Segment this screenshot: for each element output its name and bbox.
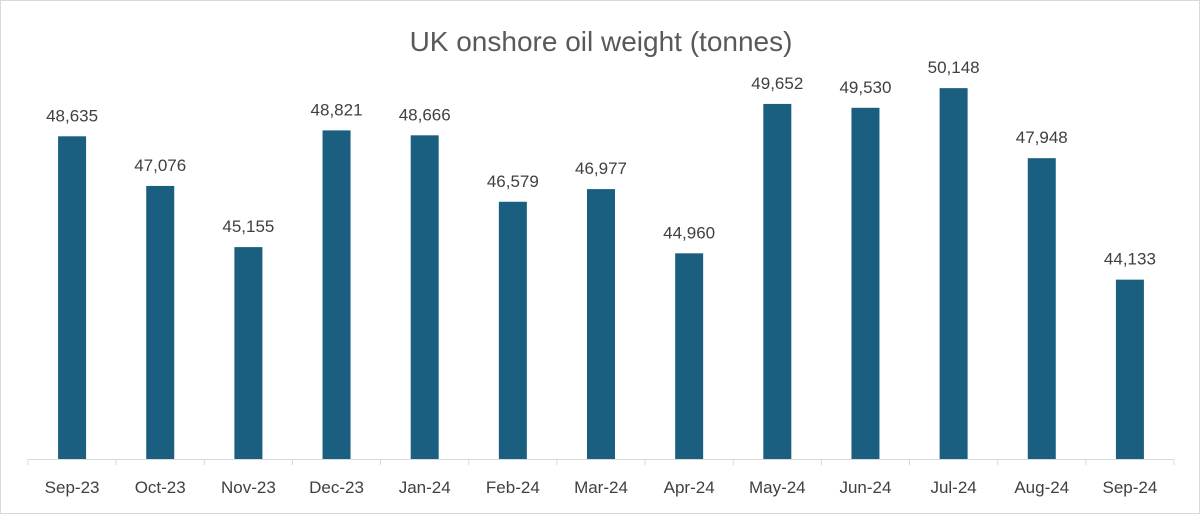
chart-title: UK onshore oil weight (tonnes) bbox=[410, 26, 793, 57]
x-tick-label: Nov-23 bbox=[221, 478, 276, 497]
x-tick-label: Feb-24 bbox=[486, 478, 540, 497]
data-label: 44,133 bbox=[1104, 250, 1156, 269]
x-tick-label: May-24 bbox=[749, 478, 806, 497]
bar-nov-23 bbox=[234, 247, 263, 459]
data-label: 48,821 bbox=[311, 100, 363, 119]
data-label: 46,579 bbox=[487, 172, 539, 191]
data-label: 49,530 bbox=[839, 78, 891, 97]
bar-aug-24 bbox=[1027, 158, 1056, 460]
bar-dec-23 bbox=[322, 130, 351, 459]
x-tick-label: Apr-24 bbox=[664, 478, 715, 497]
x-tick-label: Sep-24 bbox=[1103, 478, 1158, 497]
x-tick-label: Jun-24 bbox=[839, 478, 891, 497]
bar-apr-24 bbox=[675, 253, 704, 459]
data-label: 50,148 bbox=[928, 58, 980, 77]
x-axis-group bbox=[27, 459, 1175, 465]
data-label: 44,960 bbox=[663, 223, 715, 242]
x-tick-label: Aug-24 bbox=[1014, 478, 1069, 497]
bar-jan-24 bbox=[410, 135, 439, 459]
x-tick-labels-group: Sep-23 Oct-23 Nov-23 Dec-23 Jan-24 Feb-24 Mar-… bbox=[45, 478, 1158, 497]
bar-sep-24 bbox=[1115, 279, 1144, 459]
bar-may-24 bbox=[763, 103, 792, 459]
bar-sep-23 bbox=[58, 136, 87, 459]
data-label: 45,155 bbox=[222, 217, 274, 236]
data-label: 48,666 bbox=[399, 105, 451, 124]
data-label: 49,652 bbox=[751, 74, 803, 93]
bars-group bbox=[58, 88, 1144, 460]
data-label: 47,076 bbox=[134, 156, 186, 175]
data-labels-group: 48,635 47,076 45,155 48,821 48,666 46,579 46,9… bbox=[46, 58, 1156, 269]
x-tick-label: Jul-24 bbox=[930, 478, 976, 497]
x-tick-label: Mar-24 bbox=[574, 478, 628, 497]
x-tick-label: Dec-23 bbox=[309, 478, 364, 497]
bar-jun-24 bbox=[851, 107, 880, 459]
x-tick-label: Sep-23 bbox=[45, 478, 100, 497]
data-label: 48,635 bbox=[46, 106, 98, 125]
bar-feb-24 bbox=[498, 201, 527, 459]
bar-mar-24 bbox=[587, 189, 615, 459]
data-label: 47,948 bbox=[1016, 128, 1068, 147]
bar-oct-23 bbox=[146, 185, 175, 459]
bar-jul-24 bbox=[939, 88, 968, 459]
x-tick-label: Oct-23 bbox=[135, 478, 186, 497]
data-label: 46,977 bbox=[575, 159, 627, 178]
x-tick-label: Jan-24 bbox=[399, 478, 451, 497]
